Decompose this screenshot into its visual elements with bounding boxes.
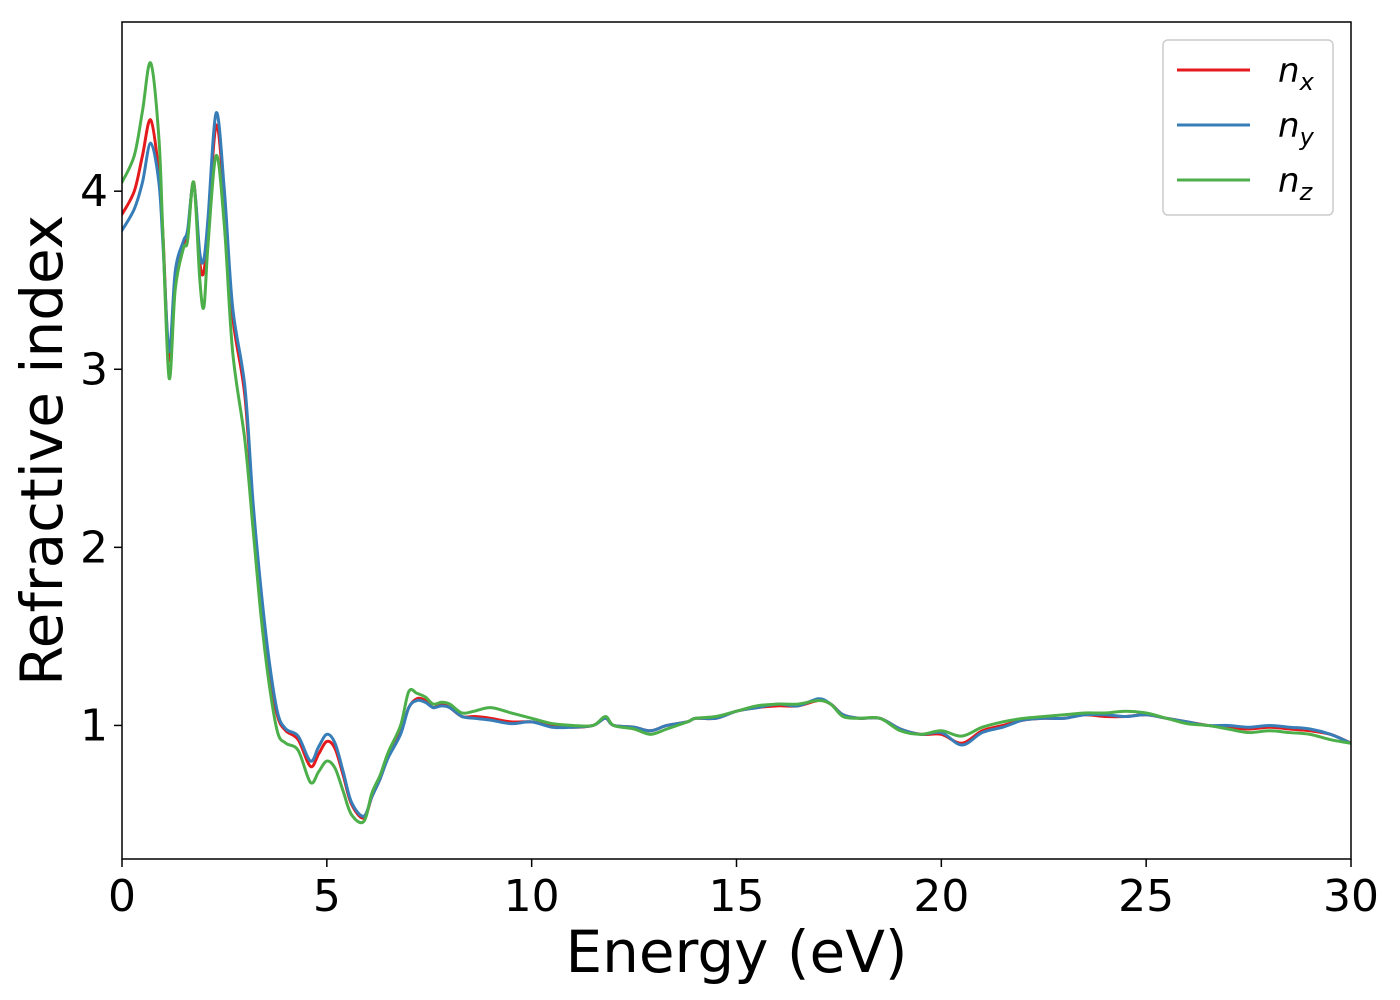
series-line-nz: [122, 61, 1351, 825]
x-tick-label: 10: [504, 871, 560, 922]
legend-label-nx: nx: [1278, 51, 1315, 96]
x-tick-label: 30: [1323, 871, 1379, 922]
x-axis: 0 5 10 15 20 25 30: [108, 859, 1379, 922]
y-axis-label: Refractive index: [8, 215, 76, 686]
x-tick-label: 15: [709, 871, 765, 922]
x-axis-label: Energy (eV): [565, 918, 907, 986]
legend: nx ny nz: [1162, 39, 1334, 216]
series-line-ny: [122, 111, 1351, 818]
y-tick-label: 4: [80, 166, 108, 217]
y-tick-label: 3: [80, 344, 108, 395]
legend-label-ny: ny: [1278, 106, 1315, 151]
y-axis: 1 2 3 4: [80, 166, 122, 751]
x-tick-label: 25: [1118, 871, 1174, 922]
x-tick-label: 5: [313, 871, 341, 922]
x-tick-label: 20: [913, 871, 969, 922]
y-tick-label: 2: [80, 522, 108, 573]
legend-label-nz: nz: [1278, 161, 1314, 206]
x-tick-label: 0: [108, 871, 136, 922]
legend-box: [1162, 39, 1334, 216]
series-layer: [122, 61, 1351, 825]
y-tick-label: 1: [80, 700, 108, 751]
